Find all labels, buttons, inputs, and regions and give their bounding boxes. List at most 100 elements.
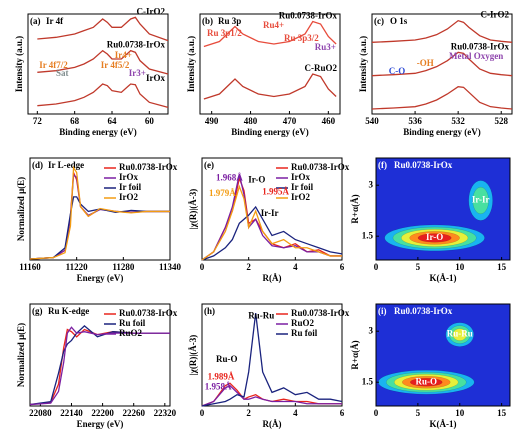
x-tick-label: 5 [416,262,421,272]
plot-frame [375,157,511,261]
legend-label: IrO2 [291,192,310,202]
plot-frame [201,157,343,261]
y-axis-label: Normalized μ(E) [16,177,26,241]
panel-label: (f) [378,160,387,170]
x-tick-label: 540 [365,116,379,126]
panel-title: Ir 4f [46,16,64,26]
x-tick-label: 22200 [91,408,114,418]
series-line [201,384,342,407]
annotation: 1.995Å [262,187,289,197]
y-tick-label: 1.5 [362,230,374,240]
y-axis-label: Intensity (a.u.) [14,36,24,92]
annotation: Ru 3p3/2 [284,33,319,43]
plot-frame [375,303,511,407]
x-axis-label: K(Å-1) [430,419,457,429]
series-line [203,73,337,100]
annotation: -OH [417,58,434,68]
annotation: 1.958Å [205,382,232,392]
plot-frame [201,303,343,407]
series-line [37,83,169,108]
x-tick-label: 22260 [122,408,145,418]
y-axis-label: Intensity (a.u.) [358,36,368,92]
panel-label: (g) [32,306,43,316]
series-line [203,20,337,48]
panel-label: (b) [202,16,213,26]
panel: 0 2 4 6R(Å)|χ(R)|(Å-3)(e) Ru0.0738-IrOxIrOxI… [188,157,350,283]
series-line [201,174,342,261]
x-tick-label: 22140 [60,408,83,418]
annotation: Metal Oxygen [449,51,503,61]
contour-level [417,233,452,243]
annotation: Ir4+ [115,50,132,60]
annotation: Ru-O [216,354,238,364]
x-tick-label: 64 [108,116,118,126]
panel-label: (a) [30,16,41,26]
x-tick-label: 4 [293,262,298,272]
series-label: IrOx [146,73,165,83]
x-tick-label: 532 [451,116,465,126]
series-label: C-RuO2 [304,63,337,73]
plot-frame [199,13,341,115]
panel: Ir-O Ir-Ir 0 5 10 15 1.5 3 K(Å-1) R+α(Å) (f) Ru0.07… [350,157,511,283]
panel-title: Ir L-edge [48,160,84,170]
series-line [201,382,342,407]
plot-frame [29,303,171,407]
x-axis-label: Energy (eV) [77,419,124,429]
y-axis-label: Normalized μ(E) [16,323,26,387]
legend-label: RuO2 [291,318,315,328]
x-tick-label: 2 [246,262,251,272]
x-tick-label: 460 [322,116,336,126]
x-axis-label: Energy (eV) [77,273,124,283]
annotation: 1.979Å [209,188,236,198]
series-line [29,196,170,260]
series-line [37,49,169,75]
x-tick-label: 72 [33,116,43,126]
legend-label: IrO2 [119,192,138,202]
legend-label: Ru0.0738-IrOx [291,308,350,318]
peak-label: Ru-O [415,376,437,386]
x-tick-label: 6 [340,262,345,272]
annotation: Ir-O [248,175,265,185]
annotation: C-O [389,66,406,76]
series-line [29,172,170,260]
plot-frame [29,157,171,261]
series-label: C-IrO2 [481,10,510,20]
y-axis-label: Intensity (a.u.) [186,36,196,92]
series-label: C-IrO2 [137,6,166,16]
series-line [201,312,343,407]
peak-label: Ir-O [426,232,443,242]
panel: 540 536 532 528 Binding energy (eV) Intensity… [358,10,513,137]
x-tick-label: 15 [497,408,507,418]
x-tick-label: 68 [70,116,80,126]
series-line [201,205,343,261]
y-tick-label: 1.5 [362,376,374,386]
x-tick-label: 2 [246,408,251,418]
panel-label: (h) [204,306,215,316]
x-axis-label: Binding energy (eV) [403,127,481,137]
x-tick-label: 11160 [19,262,41,272]
annotation: Ir 4f5/2 [101,60,130,70]
x-axis-label: R(Å) [263,419,282,429]
x-tick-label: 60 [145,116,155,126]
series-line [201,184,342,261]
y-axis-label: R+α(Å) [350,340,360,369]
panel: 22080 22140 22200 22260 22320 Energy (eV) Norm… [16,303,178,429]
x-tick-label: 11340 [159,262,182,272]
series-label: Ru0.0738-IrOx [451,41,510,51]
x-tick-label: 15 [497,262,507,272]
peak-label: Ru-Ru [447,329,473,339]
annotation: Ir 4f7/2 [39,60,68,70]
legend-label: RuO2 [119,328,143,338]
legend-label: Ru0.0738-IrOx [119,308,178,318]
panel: Ru-O Ru-Ru 0 5 10 15 1.5 3 K(Å-1) R+α(Å) (i) Ru0.07… [350,303,511,429]
x-tick-label: 10 [455,262,465,272]
legend-label: Ir foil [119,182,142,192]
panel-label: (e) [204,160,214,170]
x-tick-label: 22320 [154,408,177,418]
series-line [371,19,513,43]
x-tick-label: 11220 [66,262,89,272]
annotation: 1.968Å [216,172,243,182]
series-line [371,51,513,77]
legend-label: Ru foil [119,318,146,328]
